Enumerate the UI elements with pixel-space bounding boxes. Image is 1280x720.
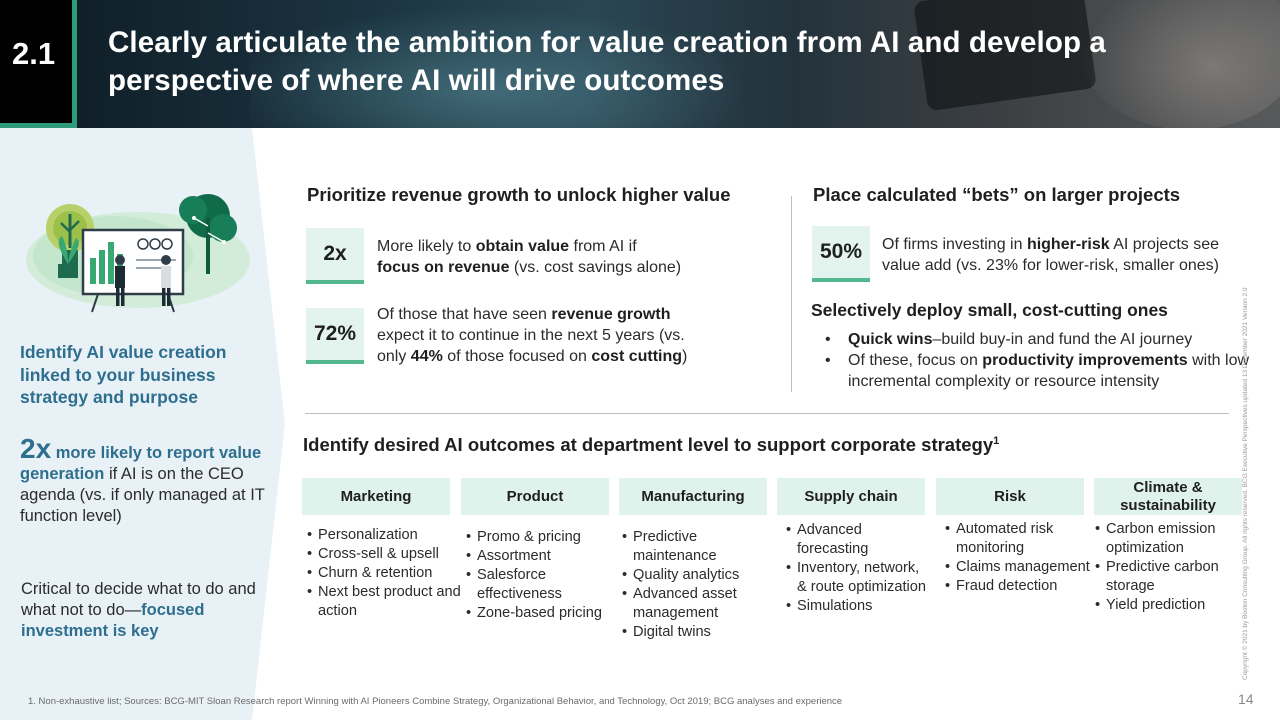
bets-bullet-1: Quick wins–build buy-in and fund the AI …: [822, 329, 1252, 350]
text-part: AI projects see value add (vs. 23% for l…: [882, 236, 1220, 274]
slide-title: Clearly articulate the ambition for valu…: [108, 26, 1106, 97]
bets-stat-value: 50%: [819, 240, 863, 263]
text-part-bold: cost cutting: [591, 348, 683, 365]
departments-title-text: Identify desired AI outcomes at departme…: [303, 434, 994, 455]
left-panel-heading: Identify AI value creation linked to you…: [20, 342, 227, 407]
list-item: Advanced forecasting: [786, 521, 926, 559]
text-part: with low incremental complexity or resou…: [848, 352, 1250, 390]
list-item: Advanced asset management: [622, 585, 772, 623]
text-part: Of those that have seen: [377, 306, 552, 323]
text-part: More likely to: [377, 238, 476, 255]
list-item: Simulations: [786, 597, 926, 616]
text-part: Of firms investing in: [882, 236, 1027, 253]
list-item: Next best product and action: [307, 583, 462, 621]
list-item: Automated risk monitoring: [945, 520, 1090, 558]
revenue-stat2-value: 72%: [313, 322, 357, 345]
list-item: Personalization: [307, 526, 462, 545]
list-item: Promo & pricing: [466, 528, 621, 547]
bets-stat-box: 50%: [812, 226, 870, 282]
header-photo-glow: [250, 0, 770, 128]
revenue-section-title: Prioritize revenue growth to unlock high…: [307, 184, 731, 205]
page-number: 14: [1238, 691, 1254, 707]
text-part-bold: productivity improvements: [982, 352, 1188, 369]
dept-header-product: Product: [461, 478, 609, 515]
departments-section-title: Identify desired AI outcomes at departme…: [303, 434, 999, 456]
dept-list-marketing: Personalization Cross-sell & upsell Chur…: [307, 526, 462, 621]
text-part: (vs. cost savings alone): [509, 259, 682, 276]
bets-bullet-2: Of these, focus on productivity improvem…: [822, 350, 1252, 392]
ai-team-illustration: [26, 194, 250, 313]
dept-list-climate: Carbon emission optimization Predictive …: [1095, 520, 1235, 615]
header-photo-hand: [1080, 0, 1280, 128]
text-part: of those focused on: [442, 348, 592, 365]
list-item: Churn & retention: [307, 564, 462, 583]
revenue-stat1-value: 2x: [323, 242, 347, 265]
text-part: –build buy-in and fund the AI journey: [932, 331, 1193, 348]
text-part-bold: obtain value: [475, 238, 570, 255]
dept-header-climate: Climate & sustainability: [1094, 478, 1242, 515]
list-item: Fraud detection: [945, 577, 1090, 596]
list-item: Quality analytics: [622, 566, 772, 585]
text-part: Of these, focus on: [848, 352, 983, 369]
horizontal-divider: [305, 413, 1229, 414]
revenue-stat1-text: More likely to obtain value from AI if f…: [377, 236, 707, 278]
left-stat-value: 2x: [20, 433, 52, 464]
section-number-badge: 2.1: [0, 0, 77, 128]
footnote: 1. Non-exhaustive list; Sources: BCG-MIT…: [28, 696, 843, 707]
list-item: Predictive maintenance: [622, 528, 772, 566]
text-part-bold: 44%: [410, 348, 443, 365]
list-item: Salesforce effectiveness: [466, 566, 621, 604]
bets-bullet-list: Quick wins–build buy-in and fund the AI …: [822, 329, 1252, 392]
dept-header-supply-chain: Supply chain: [777, 478, 925, 515]
list-item: Carbon emission optimization: [1095, 520, 1235, 558]
dept-list-supply-chain: Advanced forecasting Inventory, network,…: [786, 521, 926, 616]
left-panel-stat: 2x more likely to report value generatio…: [20, 435, 268, 527]
text-part: from AI if: [569, 238, 637, 255]
list-item: Assortment: [466, 547, 621, 566]
left-panel-critical: Critical to decide what to do and what n…: [21, 579, 261, 642]
text-part: ): [682, 348, 688, 365]
dept-header-risk: Risk: [936, 478, 1084, 515]
bets-stat-text: Of firms investing in higher-risk AI pro…: [882, 234, 1252, 276]
critical-text: Critical to decide what to do and what n…: [21, 580, 256, 619]
list-item: Predictive carbon storage: [1095, 558, 1235, 596]
dept-header-manufacturing: Manufacturing: [619, 478, 767, 515]
revenue-stat1-box: 2x: [306, 228, 364, 284]
list-item: Cross-sell & upsell: [307, 545, 462, 564]
copyright-notice: Copyright © 2021 by Boston Consulting Gr…: [1242, 287, 1249, 680]
bets-section-title: Place calculated “bets” on larger projec…: [813, 184, 1181, 205]
text-part-bold: Quick wins: [848, 331, 933, 348]
revenue-stat2-box: 72%: [306, 308, 364, 364]
bets-subtitle: Selectively deploy small, cost-cutting o…: [811, 300, 1168, 320]
left-stat-highlight: more likely to report value generation: [20, 444, 262, 483]
footnote-marker: 1: [993, 434, 1000, 447]
vertical-divider: [791, 196, 792, 392]
critical-highlight: focused investment is key: [21, 601, 205, 640]
dept-list-manufacturing: Predictive maintenance Quality analytics…: [622, 528, 772, 642]
dept-header-marketing: Marketing: [302, 478, 450, 515]
list-item: Zone-based pricing: [466, 604, 621, 623]
section-number: 2.1: [12, 36, 56, 71]
text-part-bold: higher-risk: [1026, 236, 1110, 253]
dept-list-product: Promo & pricing Assortment Salesforce ef…: [466, 528, 621, 623]
dept-list-risk: Automated risk monitoring Claims managem…: [945, 520, 1090, 596]
list-item: Claims management: [945, 558, 1090, 577]
header-banner: 2.1 Clearly articulate the ambition for …: [0, 0, 1280, 128]
list-item: Yield prediction: [1095, 596, 1235, 615]
text-part-bold: revenue growth: [551, 306, 671, 323]
text-part-bold: focus on revenue: [377, 259, 510, 276]
left-stat-rest: if AI is on the CEO agenda (vs. if only …: [20, 465, 265, 525]
list-item: Digital twins: [622, 623, 772, 642]
text-part: expect it to continue in the next 5 year…: [377, 327, 685, 365]
list-item: Inventory, network, & route optimization: [786, 559, 926, 597]
revenue-stat2-text: Of those that have seen revenue growth e…: [377, 304, 717, 367]
